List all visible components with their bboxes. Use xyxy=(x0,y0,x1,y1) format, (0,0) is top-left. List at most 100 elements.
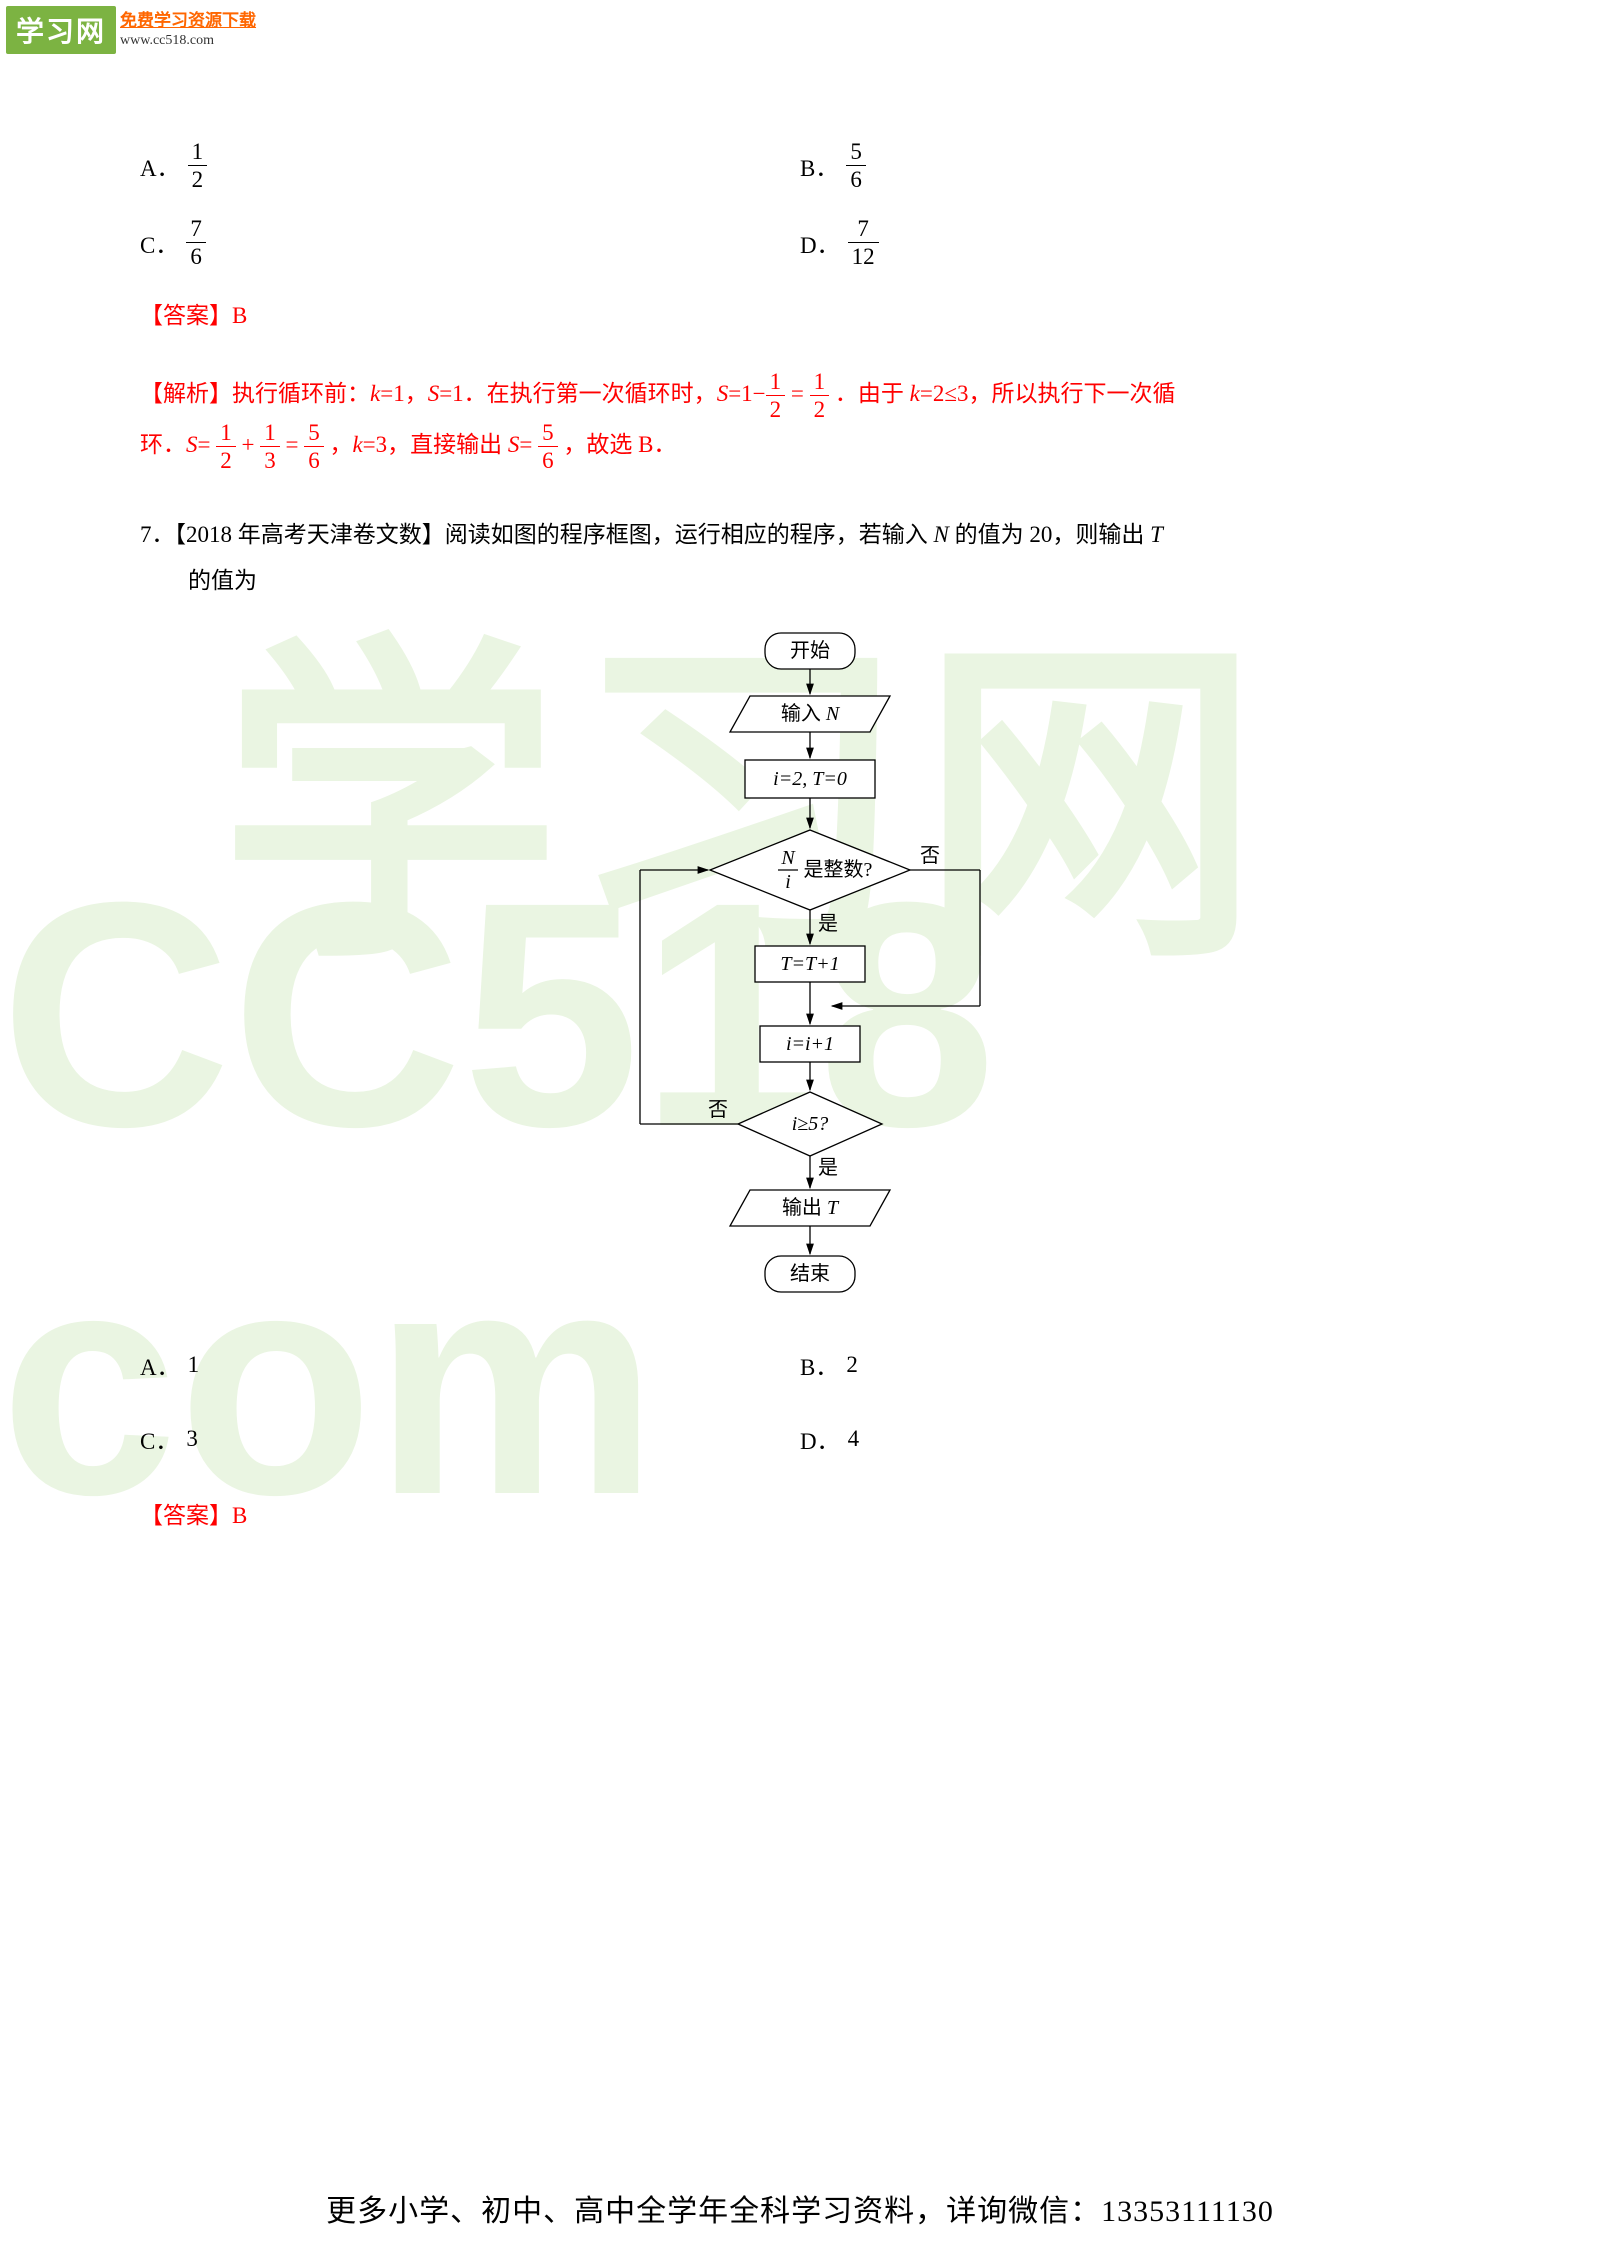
explain-text: 环． xyxy=(140,432,186,457)
label-no: 否 xyxy=(920,845,940,867)
option-value: 1 xyxy=(188,1352,200,1378)
fraction: 56 xyxy=(538,421,558,472)
label-no: 否 xyxy=(708,1099,728,1121)
q7-text: 的值为 20，则输出 xyxy=(949,522,1150,547)
logo-url: www.cc518.com xyxy=(120,33,214,48)
option-label: A． xyxy=(140,1348,180,1382)
option-value: 2 xyxy=(846,1352,858,1378)
numerator: 5 xyxy=(846,140,866,165)
var-s: S xyxy=(508,432,520,457)
q7-stem: 7．【2018 年高考天津卷文数】阅读如图的程序框图，运行相应的程序，若输入 N… xyxy=(140,512,1460,604)
explain-text: ， xyxy=(324,432,353,457)
logo-badge: 学习网 xyxy=(6,6,116,54)
fraction: 7 12 xyxy=(848,217,879,268)
numerator: 1 xyxy=(260,421,280,446)
footer-contact: 更多小学、初中、高中全学年全科学习资料，详询微信：13353111130 xyxy=(0,2186,1600,2230)
denominator: 6 xyxy=(846,165,866,191)
denominator: 6 xyxy=(538,446,558,472)
explain-text: 【解析】执行循环前： xyxy=(140,381,370,406)
fraction: 5 6 xyxy=(846,140,866,191)
explain-text: ．由于 xyxy=(829,381,910,406)
var-k: k xyxy=(352,432,362,457)
svg-text:输入 N: 输入 N xyxy=(781,702,841,725)
option-label: D． xyxy=(800,1422,840,1456)
explain-text: = xyxy=(785,381,809,406)
var-k: k xyxy=(910,381,920,406)
q7-options: A． 1 B． 2 C． 3 D． 4 xyxy=(140,1348,1460,1456)
explain-text: =1， xyxy=(380,381,427,406)
q7-option-c: C． 3 xyxy=(140,1422,800,1456)
flow-proc2: i=i+1 xyxy=(786,1033,834,1055)
label-yes: 是 xyxy=(818,913,838,935)
fraction: 13 xyxy=(260,421,280,472)
denominator: 2 xyxy=(188,165,208,191)
denominator: 3 xyxy=(260,446,280,472)
site-logo: 学习网 免费学习资源下载 www.cc518.com xyxy=(6,6,256,54)
numerator: 1 xyxy=(188,140,208,165)
document-body: A． 1 2 B． 5 6 C． 7 6 D． 7 12 xyxy=(140,140,1460,1570)
flow-init: i=2, T=0 xyxy=(773,768,847,790)
fraction: 56 xyxy=(304,421,324,472)
svg-text:输出 T: 输出 T xyxy=(782,1196,840,1219)
flow-input-pre: 输入 xyxy=(781,702,826,725)
denominator: 6 xyxy=(304,446,324,472)
fraction: 12 xyxy=(766,370,786,421)
explain-text: = xyxy=(198,432,217,457)
q6-option-b: B． 5 6 xyxy=(800,140,1460,191)
flowchart-svg: 开始 输入 N i=2, T=0 N i 是整数? 是 xyxy=(570,628,1030,1308)
q6-option-d: D． 7 12 xyxy=(800,217,1460,268)
explain-text: ，故选 B． xyxy=(558,432,677,457)
cond1-tail: 是整数? xyxy=(804,858,873,881)
numerator: 7 xyxy=(853,217,873,242)
numerator: 5 xyxy=(304,421,324,446)
option-value: 4 xyxy=(848,1426,860,1452)
q7-option-d: D． 4 xyxy=(800,1422,1460,1456)
q7-option-a: A． 1 xyxy=(140,1348,800,1382)
q7-flowchart: 开始 输入 N i=2, T=0 N i 是整数? 是 xyxy=(140,628,1460,1308)
var-s: S xyxy=(428,381,440,406)
fraction: 1 2 xyxy=(188,140,208,191)
fraction: 12 xyxy=(216,421,236,472)
var-s: S xyxy=(186,432,198,457)
cond1-num: N xyxy=(780,847,796,869)
denominator: 2 xyxy=(216,446,236,472)
q6-answer: 【答案】B xyxy=(140,296,1460,330)
explain-text: + xyxy=(236,432,260,457)
q6-option-row-1: A． 1 2 B． 5 6 xyxy=(140,140,1460,191)
explain-text: =1− xyxy=(728,381,765,406)
flow-proc1: T=T+1 xyxy=(780,953,839,975)
q6-option-row-2: C． 7 6 D． 7 12 xyxy=(140,217,1460,268)
numerator: 1 xyxy=(216,421,236,446)
q7-source: 【2018 年高考天津卷文数】 xyxy=(175,522,445,547)
q7-text: 的值为 xyxy=(188,568,257,593)
fraction: 12 xyxy=(810,370,830,421)
q7-option-row-1: A． 1 B． 2 xyxy=(140,1348,1460,1382)
q7-text: 阅读如图的程序框图，运行相应的程序，若输入 xyxy=(445,522,934,547)
q7-answer: 【答案】B xyxy=(140,1496,1460,1530)
option-value: 3 xyxy=(186,1426,198,1452)
q7-number: 7． xyxy=(140,522,175,547)
denominator: 2 xyxy=(766,395,786,421)
flow-start: 开始 xyxy=(790,639,830,662)
explain-text: =2≤3，所以执行下一次循 xyxy=(920,381,1176,406)
numerator: 7 xyxy=(186,217,206,242)
var-s: S xyxy=(717,381,729,406)
explain-text: =1．在执行第一次循环时， xyxy=(439,381,716,406)
explain-text: =3，直接输出 xyxy=(363,432,508,457)
option-label: C． xyxy=(140,226,178,260)
option-label: B． xyxy=(800,149,838,183)
explain-text: = xyxy=(280,432,304,457)
flow-cond2: i≥5? xyxy=(792,1113,829,1135)
var-k: k xyxy=(370,381,380,406)
option-label: D． xyxy=(800,226,840,260)
q6-option-c: C． 7 6 xyxy=(140,217,800,268)
flow-end: 结束 xyxy=(790,1262,830,1285)
option-label: A． xyxy=(140,149,180,183)
fraction: 7 6 xyxy=(186,217,206,268)
option-label: B． xyxy=(800,1348,838,1382)
q6-option-a: A． 1 2 xyxy=(140,140,800,191)
denominator: 12 xyxy=(848,242,879,268)
numerator: 1 xyxy=(766,370,786,395)
q7-option-row-2: C． 3 D． 4 xyxy=(140,1422,1460,1456)
logo-tagline: 免费学习资源下载 xyxy=(120,11,256,30)
